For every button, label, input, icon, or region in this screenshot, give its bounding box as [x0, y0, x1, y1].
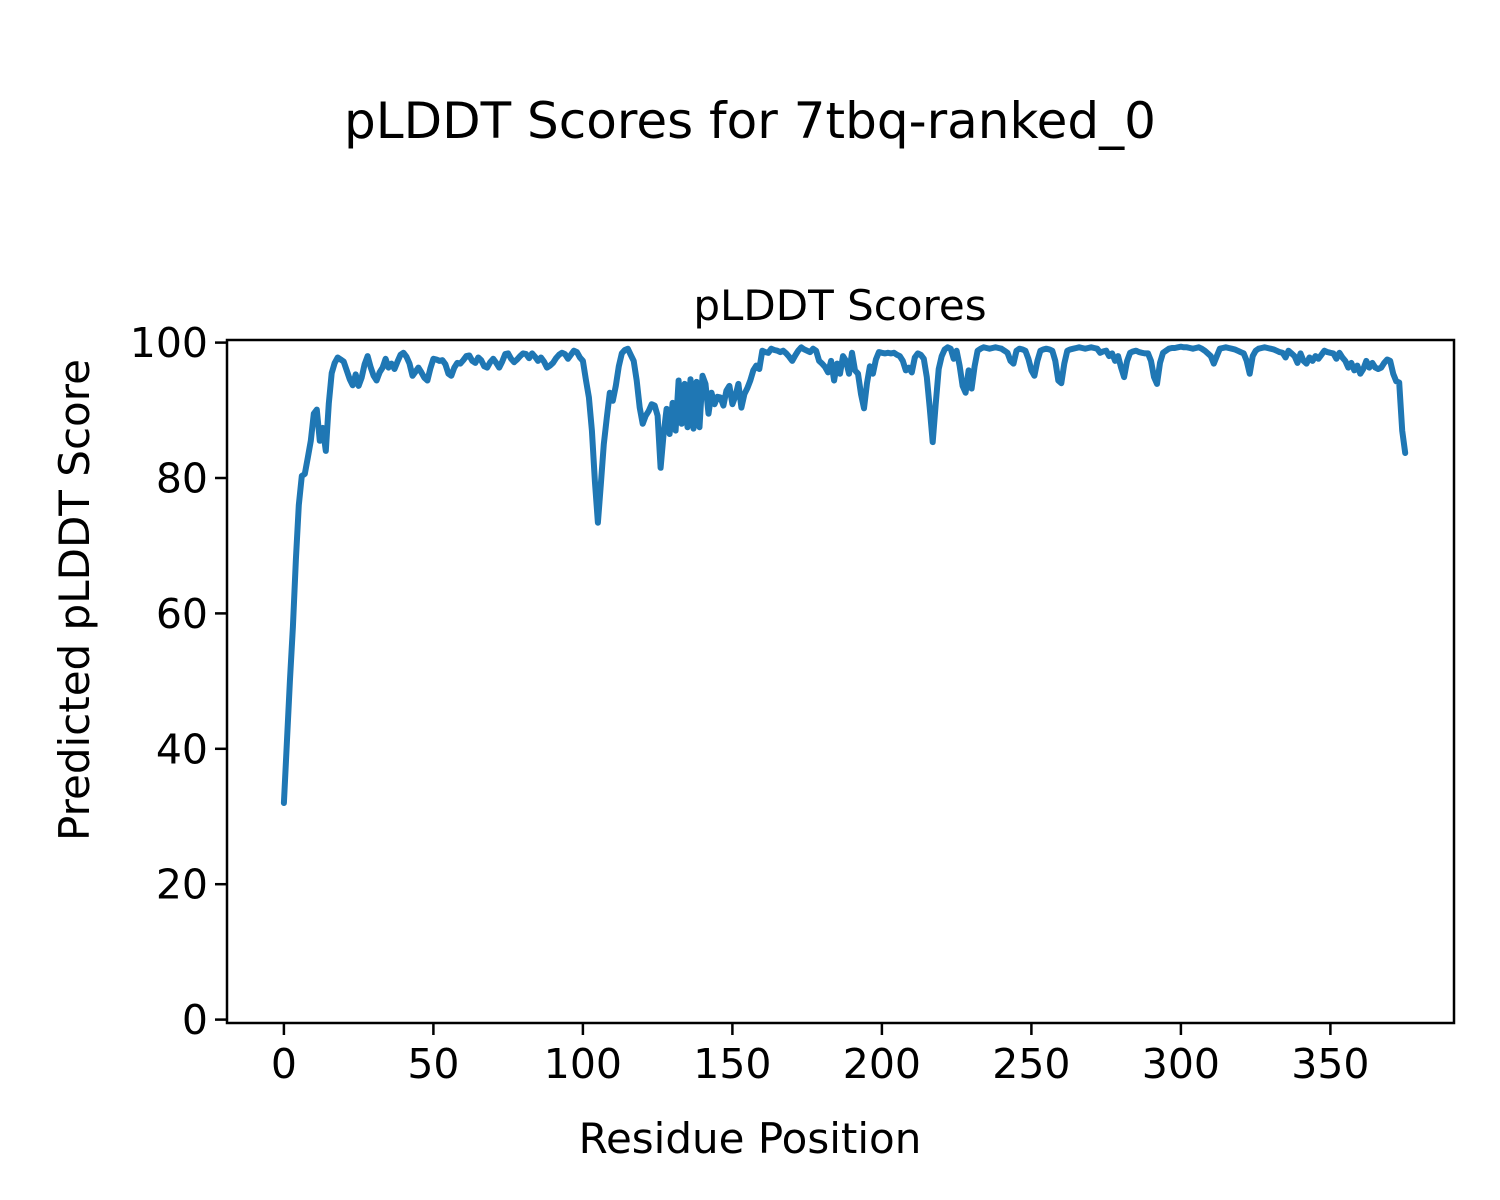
x-tick-label: 100: [544, 1040, 622, 1088]
x-axis-ticks: 0 50 100 150 200 250 300 350: [271, 1023, 1370, 1088]
y-tick-label: 40: [156, 725, 208, 773]
x-axis-label: Residue Position: [579, 1114, 922, 1163]
x-tick-label: 300: [1142, 1040, 1220, 1088]
x-tick-label: 200: [843, 1040, 921, 1088]
y-tick-label: 20: [156, 861, 208, 909]
x-tick-label: 350: [1291, 1040, 1369, 1088]
y-tick-label: 80: [156, 455, 208, 503]
y-axis-label: Predicted pLDDT Score: [50, 359, 99, 841]
plot-area: [225, 338, 1456, 1025]
y-tick-label: 60: [156, 590, 208, 638]
y-axis-ticks: 0 20 40 60 80 100: [130, 319, 227, 1044]
x-tick-label: 0: [271, 1040, 297, 1088]
figure-title: pLDDT Scores for 7tbq-ranked_0: [344, 92, 1156, 150]
x-tick-label: 50: [407, 1040, 459, 1088]
y-tick-label: 100: [130, 319, 208, 367]
x-tick-label: 150: [693, 1040, 771, 1088]
plddt-line: [280, 343, 1409, 806]
axes-title: pLDDT Scores: [693, 281, 986, 330]
x-tick-label: 250: [992, 1040, 1070, 1088]
y-tick-label: 0: [182, 996, 208, 1044]
